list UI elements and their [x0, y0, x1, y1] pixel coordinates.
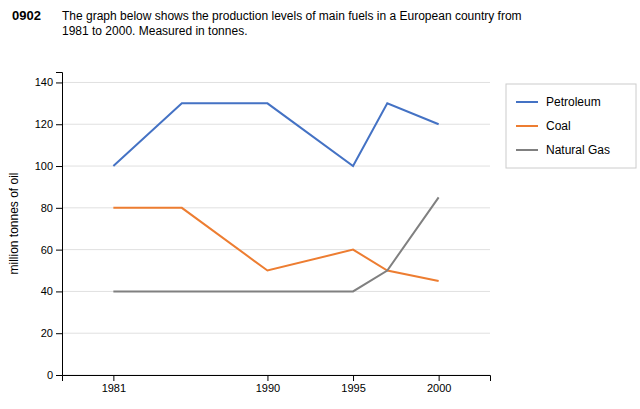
plot: 1981 1990 1995 2000 0 20 40 60 80 100 120 140 millio…	[7, 73, 491, 394]
chart: 0902 The graph below shows the production…	[0, 0, 640, 409]
tick: 1995	[341, 375, 365, 394]
grid	[62, 82, 490, 375]
tick: 1981	[102, 375, 126, 394]
legend-frame	[506, 84, 636, 168]
tick: 40	[41, 285, 62, 297]
legend-label: Coal	[546, 119, 571, 133]
tick-label: 120	[35, 118, 53, 130]
series-group	[113, 103, 438, 291]
grid-line	[62, 333, 490, 334]
tick: 80	[41, 202, 62, 214]
legend-swatch	[516, 149, 538, 151]
tick-mark	[267, 375, 268, 381]
legend-label: Natural Gas	[546, 143, 610, 157]
legend-label: Petroleum	[546, 95, 601, 109]
tick-mark	[353, 375, 354, 381]
tick: 140	[35, 76, 62, 88]
subtitle-line: The graph below shows the production lev…	[62, 9, 522, 23]
tick-label: 1981	[102, 382, 126, 394]
line	[113, 103, 438, 166]
grid-line	[62, 249, 490, 250]
grid-line	[62, 82, 490, 83]
tick-mark	[439, 375, 440, 381]
tick-mark	[56, 208, 62, 209]
legend-swatch	[516, 101, 538, 103]
tick: 120	[35, 118, 62, 130]
tick-mark	[56, 82, 62, 83]
tick: 20	[41, 327, 62, 339]
tick-mark	[56, 250, 62, 251]
grid-line	[62, 166, 490, 167]
y-axis: 0 20 40 60 80 100 120 140	[35, 73, 63, 382]
legend: Petroleum Coal Natural Gas	[506, 84, 636, 168]
tick-label: 20	[41, 327, 53, 339]
tick-label: 1990	[256, 382, 280, 394]
tick: 2000	[427, 375, 451, 394]
tick-label: 2000	[427, 382, 451, 394]
x-axis: 1981 1990 1995 2000	[63, 375, 491, 394]
tick-mark	[56, 124, 62, 125]
axis-line	[63, 376, 491, 382]
axis-line	[56, 73, 63, 376]
tick-mark	[56, 333, 62, 334]
tick-label: 0	[47, 369, 53, 381]
tick-mark	[56, 166, 62, 167]
subtitle-line: 1981 to 2000. Measured in tonnes.	[62, 24, 247, 38]
tick: 0	[47, 369, 62, 381]
tick-mark	[56, 375, 62, 376]
line	[113, 197, 438, 291]
tick-label: 60	[41, 244, 53, 256]
tick-mark	[113, 375, 114, 381]
tick: 100	[35, 160, 62, 172]
tick: 1990	[256, 375, 280, 394]
tick-label: 80	[41, 202, 53, 214]
tick-label: 40	[41, 285, 53, 297]
tick-label: 1995	[341, 382, 365, 394]
line	[113, 208, 438, 281]
tick-label: 100	[35, 160, 53, 172]
tick-mark	[56, 291, 62, 292]
grid-line	[62, 124, 490, 125]
tick: 60	[41, 244, 62, 256]
subtitle: The graph below shows the production lev…	[62, 9, 522, 38]
legend-swatch	[516, 125, 538, 127]
y-axis-title: million tonnes of oil	[7, 172, 21, 274]
title: 0902	[12, 8, 41, 23]
tick-label: 140	[35, 76, 53, 88]
